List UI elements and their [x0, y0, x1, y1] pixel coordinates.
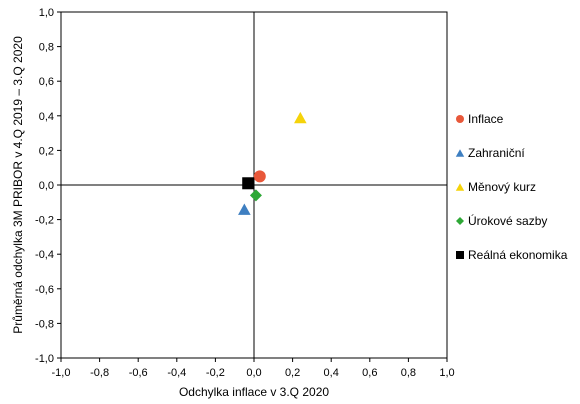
legend: Inflace Zahraniční Měnový kurz Úrokové sazb… — [455, 112, 568, 262]
legend-marker-zahranicni — [455, 149, 465, 157]
y-tick-label: -0,6 — [35, 284, 54, 296]
x-tick-label: 0,2 — [285, 367, 300, 379]
legend-label-menovy-kurz: Měnový kurz — [468, 180, 536, 194]
legend-label-urokove-sazby: Úrokové sazby — [468, 213, 547, 228]
y-tick-label: -0,4 — [35, 249, 54, 261]
y-ticks: 1,0 0,8 0,6 0,4 0,2 0,0 -0,2 -0,4 -0,6 -0,8 -1,0 — [35, 7, 61, 365]
y-tick-label: 0,8 — [39, 42, 54, 54]
x-tick-label: -0,4 — [167, 367, 186, 379]
x-tick-label: 0,4 — [324, 367, 339, 379]
legend-label-zahranicni: Zahraniční — [468, 146, 525, 160]
x-tick-label: 0,8 — [401, 367, 416, 379]
legend-marker-menovy-kurz — [455, 183, 465, 191]
y-tick-label: -1,0 — [35, 353, 54, 365]
x-tick-label: 0,0 — [246, 367, 261, 379]
point-realna-ekonomika — [242, 177, 255, 190]
y-axis-title: Průměrná odchylka 3M PRIBOR v 4.Q 2019 –… — [11, 36, 25, 334]
point-urokove-sazby — [249, 189, 262, 202]
legend-label-realna-ekonomika: Reálná ekonomika — [468, 248, 568, 262]
legend-marker-inflace — [456, 115, 464, 123]
y-tick-label: 0,0 — [39, 180, 54, 192]
x-axis-title: Odchylka inflace v 3.Q 2020 — [179, 385, 329, 399]
x-tick-label: 1,0 — [439, 367, 454, 379]
x-ticks: -1,0 -0,8 -0,6 -0,4 -0,2 0,0 0,2 0,4 0,6 0,8 1,0 — [52, 358, 455, 379]
x-tick-label: -0,2 — [206, 367, 225, 379]
x-tick-label: -1,0 — [52, 367, 71, 379]
point-inflace — [253, 170, 266, 183]
x-tick-label: 0,6 — [362, 367, 377, 379]
legend-marker-urokove-sazby — [456, 217, 464, 225]
data-points — [238, 111, 307, 215]
x-tick-label: -0,8 — [90, 367, 109, 379]
y-tick-label: -0,2 — [35, 215, 54, 227]
legend-label-inflace: Inflace — [468, 112, 504, 126]
point-zahranicni — [238, 203, 251, 215]
y-tick-label: 0,4 — [39, 111, 54, 123]
legend-marker-realna-ekonomika — [456, 251, 464, 259]
y-tick-label: -0,8 — [35, 318, 54, 330]
y-tick-label: 1,0 — [39, 7, 54, 19]
x-tick-label: -0,6 — [129, 367, 148, 379]
y-tick-label: 0,6 — [39, 76, 54, 88]
y-tick-label: 0,2 — [39, 145, 54, 157]
point-menovy-kurz — [294, 111, 307, 124]
